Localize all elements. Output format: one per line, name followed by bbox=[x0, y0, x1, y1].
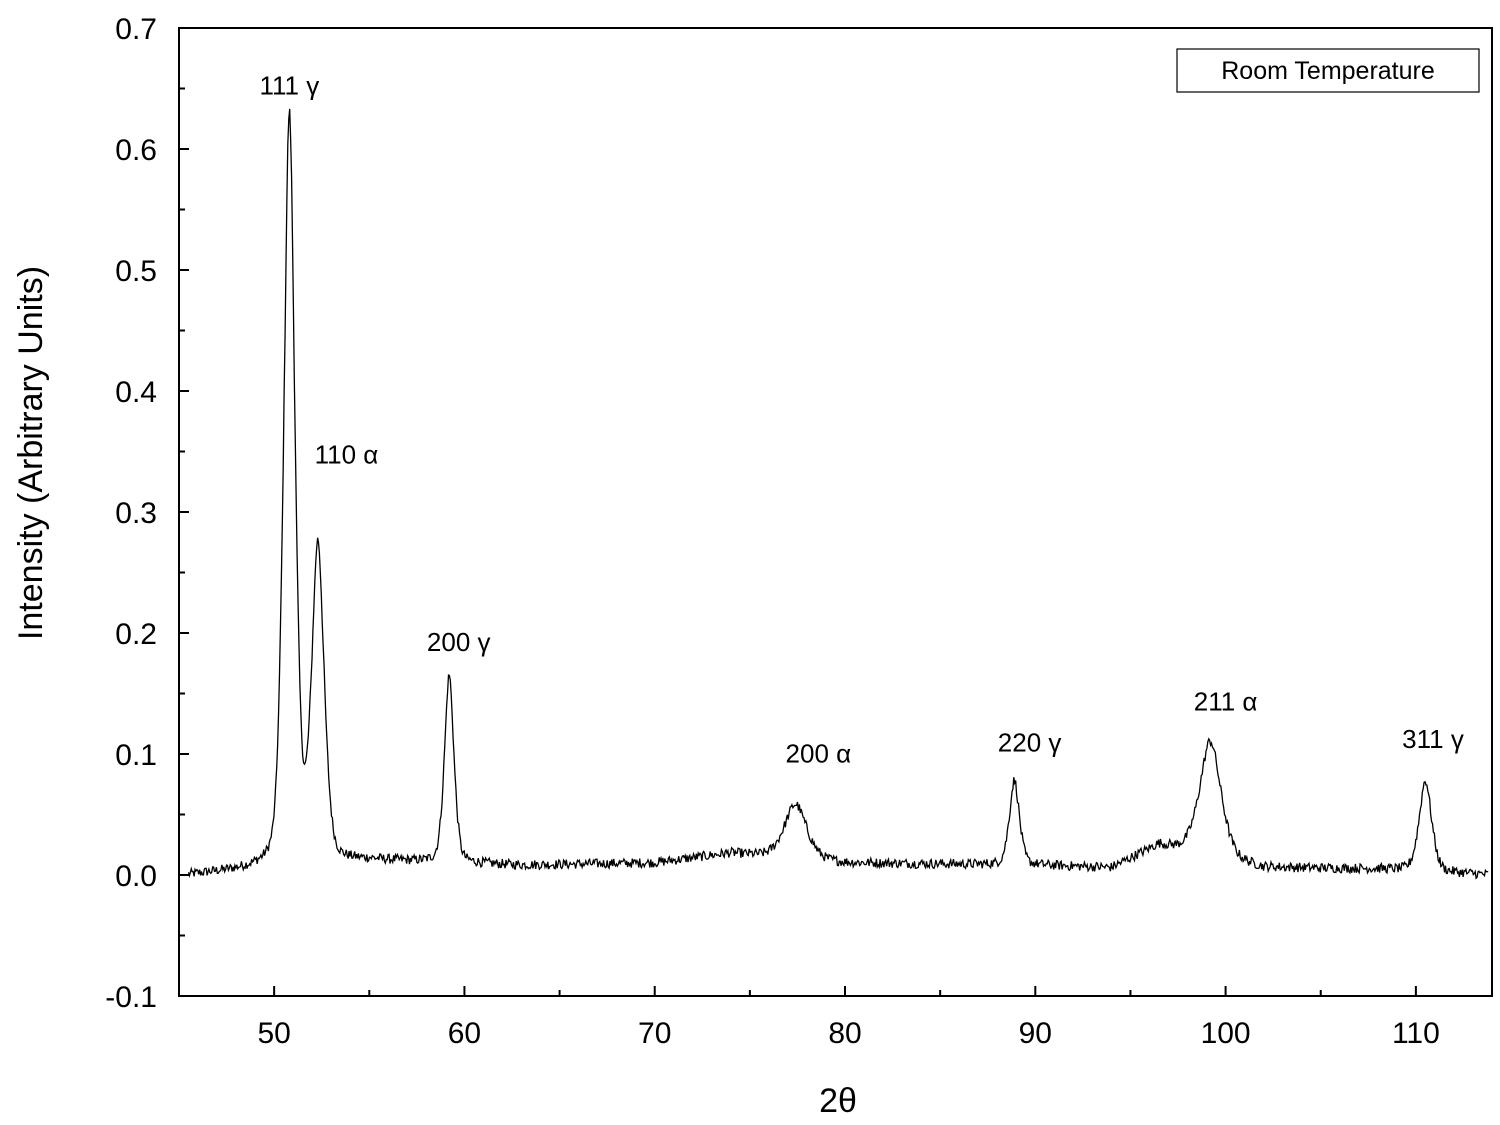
peak-label: 200 γ bbox=[427, 627, 491, 657]
y-axis-label: Intensity (Arbitrary Units) bbox=[12, 266, 50, 640]
x-tick-label: 100 bbox=[1201, 1017, 1251, 1050]
axis-tick-labels: 50 60 70 80 90 100 110 -0.1 0.0 0.1 0.2 0.3 0.4 0.5 0.… bbox=[105, 13, 1440, 1050]
plot-frame bbox=[178, 27, 1493, 997]
y-tick-label: 0.2 bbox=[115, 618, 157, 651]
x-tick-label: 90 bbox=[1019, 1017, 1052, 1050]
x-tick-label: 50 bbox=[257, 1017, 290, 1050]
peak-label: 220 γ bbox=[998, 728, 1062, 758]
y-tick-label: 0.5 bbox=[115, 255, 157, 288]
legend-text: Room Temperature bbox=[1221, 57, 1435, 85]
legend: Room Temperature bbox=[1176, 48, 1480, 93]
y-tick-label: 0.1 bbox=[115, 739, 157, 772]
x-axis-label: 2θ bbox=[819, 1082, 857, 1120]
peak-label: 200 α bbox=[786, 738, 852, 768]
x-tick-label: 70 bbox=[638, 1017, 671, 1050]
legend-box bbox=[1176, 48, 1480, 93]
y-tick-label: 0.4 bbox=[115, 376, 157, 409]
x-tick-label: 80 bbox=[828, 1017, 861, 1050]
y-tick-label: 0.6 bbox=[115, 134, 157, 167]
y-tick-label: 0.3 bbox=[115, 497, 157, 530]
peak-label: 311 γ bbox=[1402, 724, 1464, 754]
series-line bbox=[187, 108, 1489, 880]
peak-label: 110 α bbox=[315, 440, 379, 470]
x-tick-label: 60 bbox=[448, 1017, 481, 1050]
peak-label: 111 γ bbox=[259, 71, 319, 101]
y-tick-label: -0.1 bbox=[105, 981, 157, 1014]
peak-labels: 111 γ 110 α 200 γ 200 α 220 γ 211 α 311 γ bbox=[259, 71, 1463, 769]
axis-ticks bbox=[178, 27, 1417, 997]
y-tick-label: 0.7 bbox=[115, 13, 157, 46]
peak-label: 211 α bbox=[1194, 686, 1258, 716]
x-tick-label: 110 bbox=[1392, 1017, 1440, 1050]
y-tick-label: 0.0 bbox=[115, 860, 157, 893]
